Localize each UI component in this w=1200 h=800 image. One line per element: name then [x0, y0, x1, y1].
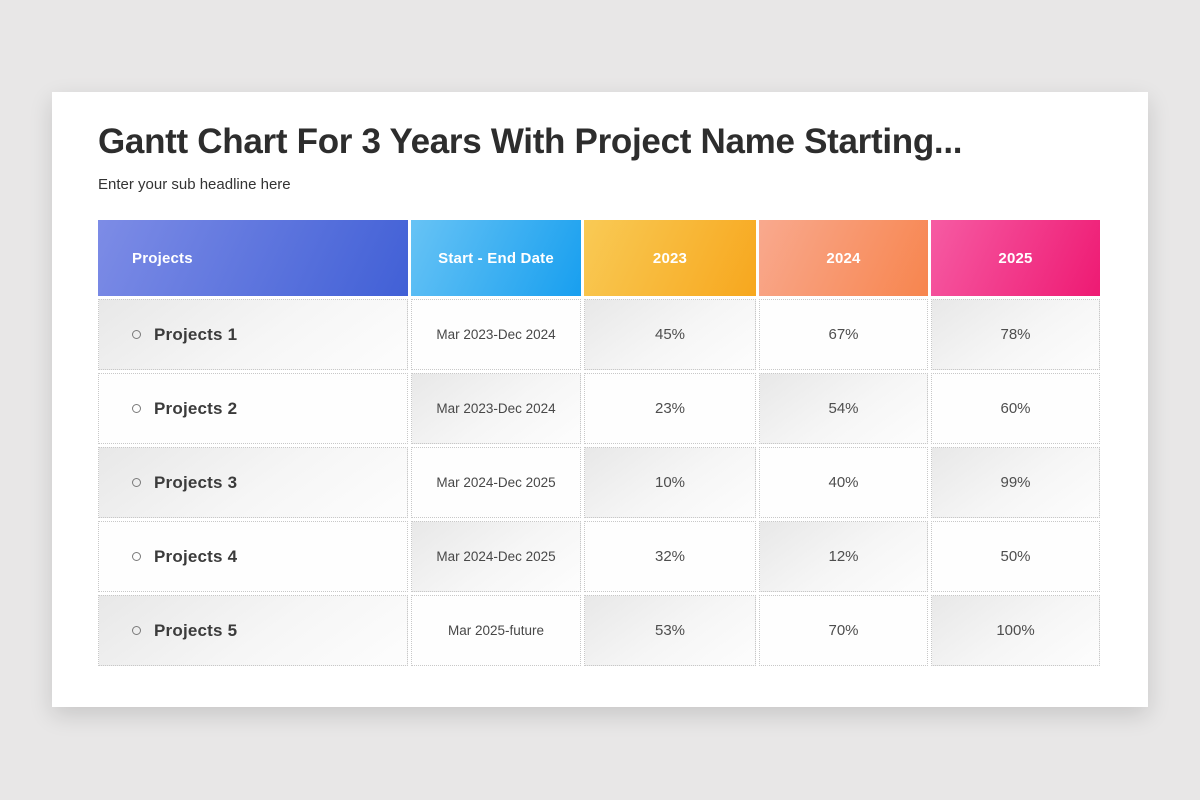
- column-header-projects: Projects: [98, 220, 408, 296]
- percent-cell-2023: 32%: [584, 521, 756, 592]
- slide-card: Gantt Chart For 3 Years With Project Nam…: [52, 92, 1148, 707]
- circle-bullet-icon: [132, 404, 141, 413]
- project-name: Projects 4: [154, 546, 238, 566]
- project-name: Projects 1: [154, 324, 238, 344]
- column-header-start-end-date: Start - End Date: [411, 220, 581, 296]
- circle-bullet-icon: [132, 552, 141, 561]
- percent-cell-2024: 54%: [759, 373, 928, 444]
- date-cell: Mar 2023-Dec 2024: [411, 373, 581, 444]
- percent-cell-2025: 78%: [931, 299, 1100, 370]
- date-cell: Mar 2024-Dec 2025: [411, 521, 581, 592]
- percent-cell-2025: 50%: [931, 521, 1100, 592]
- percent-cell-2024: 12%: [759, 521, 928, 592]
- column-header-2024: 2024: [759, 220, 928, 296]
- circle-bullet-icon: [132, 330, 141, 339]
- date-cell: Mar 2023-Dec 2024: [411, 299, 581, 370]
- project-name-cell: Projects 1: [98, 299, 408, 370]
- percent-cell-2023: 10%: [584, 447, 756, 518]
- project-name-cell: Projects 2: [98, 373, 408, 444]
- column-header-2025: 2025: [931, 220, 1100, 296]
- percent-cell-2024: 67%: [759, 299, 928, 370]
- percent-cell-2023: 53%: [584, 595, 756, 666]
- percent-cell-2025: 99%: [931, 447, 1100, 518]
- project-name: Projects 3: [154, 472, 238, 492]
- project-name: Projects 5: [154, 620, 238, 640]
- gantt-table: Projects Start - End Date 2023 2024 2025…: [98, 220, 1100, 666]
- circle-bullet-icon: [132, 478, 141, 487]
- percent-cell-2025: 60%: [931, 373, 1100, 444]
- percent-cell-2024: 70%: [759, 595, 928, 666]
- project-name-cell: Projects 4: [98, 521, 408, 592]
- percent-cell-2024: 40%: [759, 447, 928, 518]
- date-cell: Mar 2025-future: [411, 595, 581, 666]
- percent-cell-2023: 23%: [584, 373, 756, 444]
- project-name-cell: Projects 5: [98, 595, 408, 666]
- project-name-cell: Projects 3: [98, 447, 408, 518]
- column-header-2023: 2023: [584, 220, 756, 296]
- page-title: Gantt Chart For 3 Years With Project Nam…: [98, 122, 963, 161]
- percent-cell-2023: 45%: [584, 299, 756, 370]
- date-cell: Mar 2024-Dec 2025: [411, 447, 581, 518]
- project-name: Projects 2: [154, 398, 238, 418]
- page-subtitle: Enter your sub headline here: [98, 176, 291, 193]
- circle-bullet-icon: [132, 626, 141, 635]
- percent-cell-2025: 100%: [931, 595, 1100, 666]
